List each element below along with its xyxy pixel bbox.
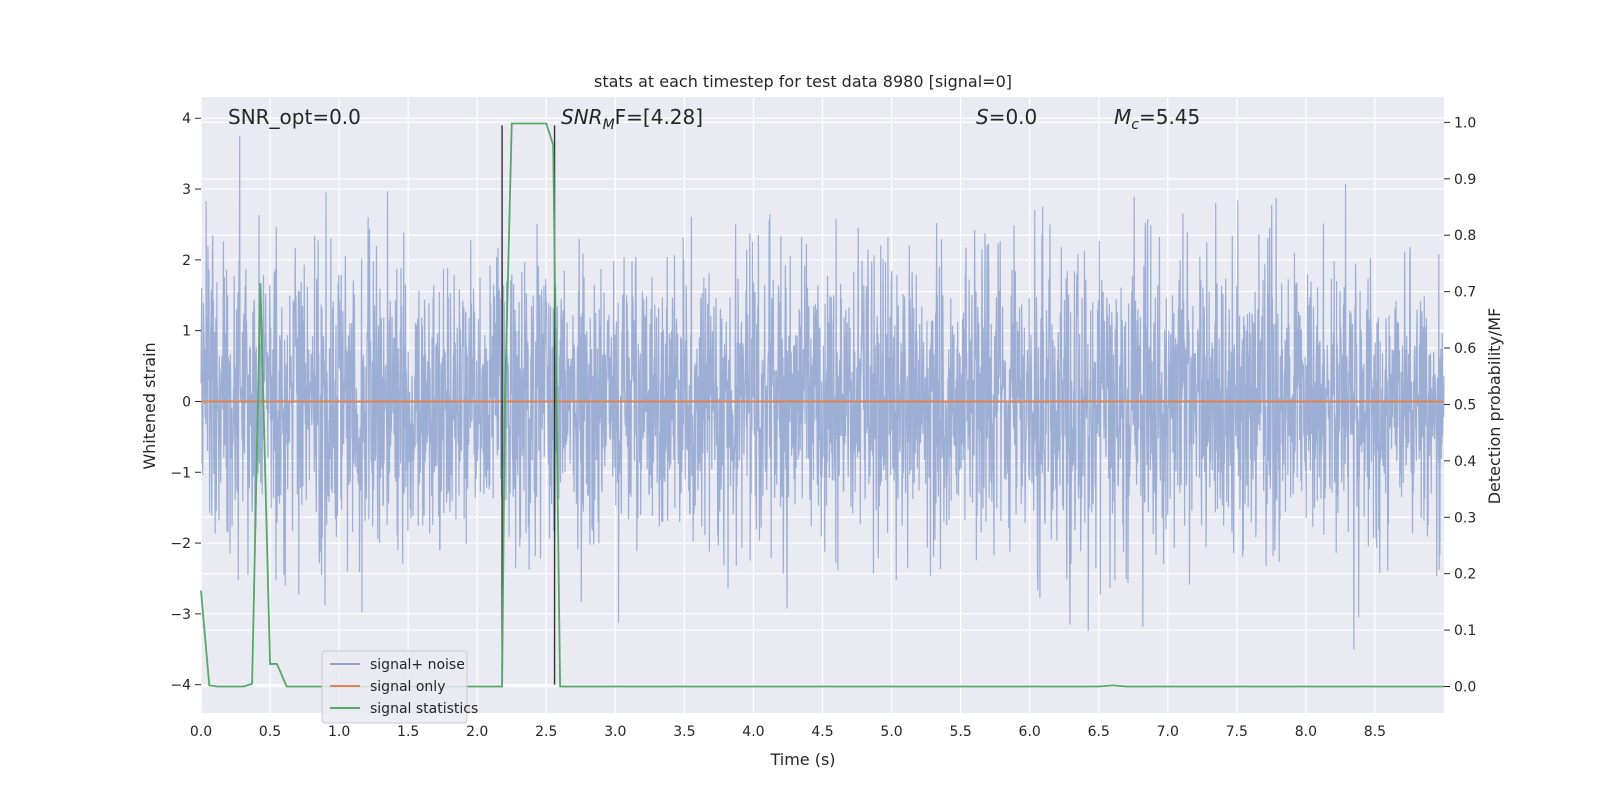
legend-label-signal-noise: signal+ noise	[370, 657, 465, 673]
y-tick-label-left: −2	[170, 536, 191, 552]
annotation-mc-rest: =5.45	[1139, 105, 1200, 129]
y-tick-label-right: 0.3	[1454, 510, 1476, 526]
y-tick-label-left: −1	[170, 465, 191, 481]
y-tick-label-right: 0.4	[1454, 454, 1476, 470]
signal-statistics-series	[200, 122, 1444, 688]
y-tick-label-right: 0.7	[1454, 285, 1476, 301]
annotation-snr-mf-main: SNR	[561, 105, 603, 129]
ticks: 0.0 0.5 1.0 1.5 2.0 2.5 3.0 3.5 4.0 4.5 5.0 5.5 6.0 6…	[170, 111, 1476, 740]
x-tick-label: 0.0	[190, 724, 212, 740]
y-axis-label-left: Whitened strain	[140, 342, 159, 469]
x-tick-label: 5.5	[949, 724, 971, 740]
annotation-mc-main: M	[1114, 105, 1131, 129]
annotation-mc: Mc=5.45	[1114, 105, 1200, 133]
y-tick-label-left: 2	[182, 253, 191, 269]
annotation-mc-sub: c	[1131, 117, 1139, 133]
x-tick-label: 8.5	[1364, 724, 1386, 740]
x-tick-label: 1.5	[397, 724, 419, 740]
y-tick-label-right: 0.6	[1454, 341, 1476, 357]
x-tick-label: 1.0	[328, 724, 350, 740]
grid	[200, 97, 1444, 713]
x-tick-label: 4.5	[811, 724, 833, 740]
x-tick-label: 2.5	[535, 724, 557, 740]
y-tick-label-left: −3	[170, 607, 191, 623]
y-axis-label-right: Detection probability/MF	[1485, 308, 1504, 505]
signal-noise-series	[200, 135, 1445, 650]
y-tick-label-right: 0.0	[1454, 679, 1476, 695]
annotation-snr-mf: SNRMF=[4.28]	[561, 105, 703, 133]
x-tick-label: 7.5	[1226, 724, 1248, 740]
x-axis-label: Time (s)	[769, 750, 835, 769]
annotation-s-rest: =0.0	[989, 105, 1038, 129]
y-tick-label-right: 0.5	[1454, 397, 1476, 413]
y-tick-label-left: 3	[182, 182, 191, 198]
chart-title: stats at each timestep for test data 898…	[594, 72, 1012, 91]
x-tick-label: 6.5	[1088, 724, 1110, 740]
x-tick-label: 6.0	[1019, 724, 1041, 740]
x-tick-label: 7.0	[1157, 724, 1179, 740]
y-tick-label-left: 0	[182, 394, 191, 410]
x-tick-label: 5.0	[880, 724, 902, 740]
y-tick-label-left: 1	[182, 324, 191, 340]
legend-label-signal-only: signal only	[370, 679, 445, 695]
legend-label-signal-statistics: signal statistics	[370, 701, 478, 717]
y-tick-label-right: 1.0	[1454, 115, 1476, 131]
annotation-snr-opt: SNR_opt=0.0	[228, 105, 361, 129]
legend-frame	[321, 650, 468, 724]
x-tick-label: 2.0	[466, 724, 488, 740]
y-tick-label-right: 0.1	[1454, 623, 1476, 639]
signal-noise-line	[200, 135, 1445, 650]
x-tick-label: 3.0	[604, 724, 626, 740]
y-tick-label-left: −4	[170, 678, 191, 694]
y-tick-label-right: 0.9	[1454, 172, 1476, 188]
legend: signal+ noise signal only signal statist…	[321, 650, 478, 724]
y-tick-label-right: 0.8	[1454, 228, 1476, 244]
annotation-s-main: S	[976, 105, 989, 129]
annotation-snr-mf-sub: M	[603, 117, 615, 133]
annotation-snr-mf-rest: F=[4.28]	[615, 105, 703, 129]
y-tick-label-right: 0.2	[1454, 567, 1476, 583]
x-tick-label: 8.0	[1295, 724, 1317, 740]
annotation-s: S=0.0	[976, 105, 1037, 129]
x-tick-label: 4.0	[742, 724, 764, 740]
x-tick-label: 0.5	[259, 724, 281, 740]
x-tick-label: 3.5	[673, 724, 695, 740]
y-tick-label-left: 4	[182, 111, 191, 127]
